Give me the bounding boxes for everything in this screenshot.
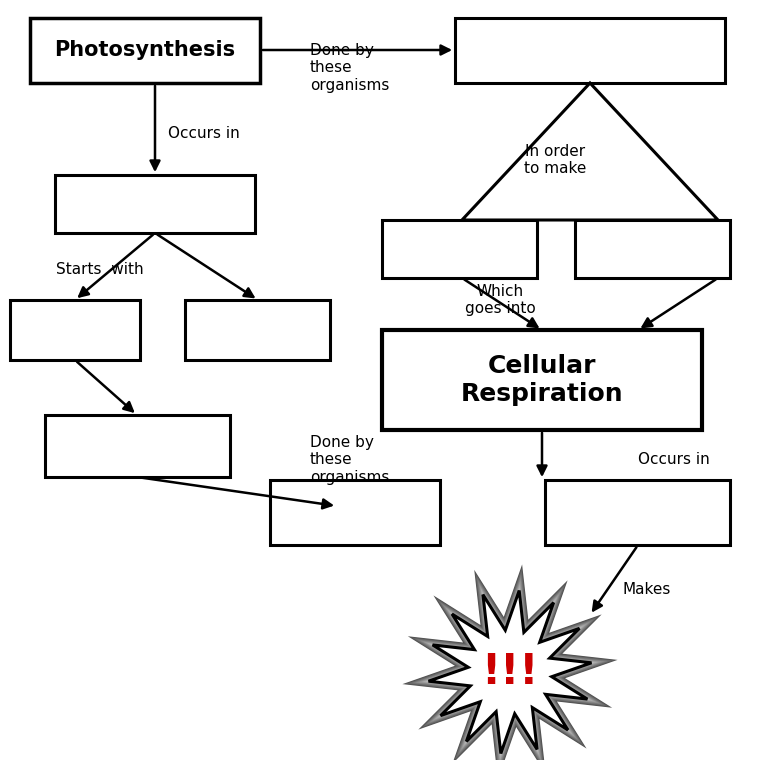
Polygon shape — [429, 591, 591, 753]
Bar — [382, 220, 537, 278]
Polygon shape — [462, 83, 718, 220]
Polygon shape — [422, 584, 598, 760]
Bar — [545, 480, 730, 545]
Polygon shape — [409, 571, 611, 760]
Polygon shape — [415, 578, 604, 760]
Polygon shape — [402, 565, 617, 760]
Text: Starts  with: Starts with — [56, 262, 144, 277]
Text: Which
goes into: Which goes into — [465, 283, 535, 316]
Bar — [10, 300, 140, 360]
Text: Cellular
Respiration: Cellular Respiration — [461, 354, 624, 406]
Text: Occurs in: Occurs in — [168, 126, 240, 141]
Text: Photosynthesis: Photosynthesis — [55, 40, 236, 61]
Text: Done by
these
organisms: Done by these organisms — [310, 435, 389, 485]
Bar — [45, 415, 230, 477]
Bar — [30, 18, 260, 83]
Polygon shape — [406, 568, 614, 760]
Polygon shape — [412, 575, 607, 760]
Bar — [575, 220, 730, 278]
Polygon shape — [419, 581, 601, 760]
Text: Makes: Makes — [622, 582, 670, 597]
Circle shape — [472, 634, 548, 710]
Text: Occurs in: Occurs in — [638, 452, 710, 467]
Bar — [382, 330, 702, 430]
Text: Done by
these
organisms: Done by these organisms — [310, 43, 389, 93]
Bar — [185, 300, 330, 360]
Bar — [270, 480, 440, 545]
Bar — [455, 18, 725, 83]
Bar — [55, 175, 255, 233]
Text: In order
to make: In order to make — [524, 144, 586, 176]
Text: !!!: !!! — [482, 651, 538, 693]
Polygon shape — [425, 587, 594, 757]
